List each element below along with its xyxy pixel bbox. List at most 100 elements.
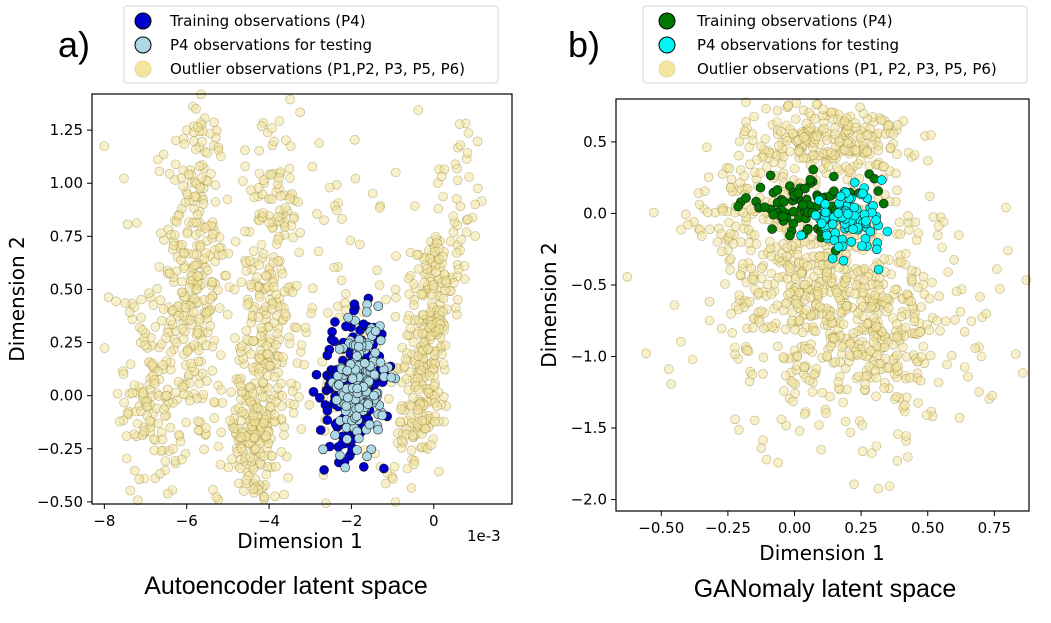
scatter-point-a-s2 <box>246 349 256 359</box>
scatter-point-a-s2 <box>401 374 412 384</box>
scatter-point-a-s2 <box>254 260 265 270</box>
scatter-point-b-s2 <box>882 120 893 131</box>
scatter-point-a-s2 <box>179 311 189 321</box>
scatter-point-b-s1 <box>871 244 882 255</box>
scatter-point-b-s2 <box>868 337 879 347</box>
scatter-point-a-s2 <box>294 247 305 258</box>
scatter-point-b-s2 <box>915 375 926 386</box>
scatter-point-a-s2 <box>181 417 191 428</box>
scatter-point-a-s2 <box>170 159 181 170</box>
scatter-point-b-s2 <box>959 326 970 337</box>
scatter-point-b-s2 <box>906 265 917 276</box>
scatter-point-b-s2 <box>712 237 723 247</box>
scatter-point-b-s2 <box>913 228 924 238</box>
scatter-point-b-s2 <box>870 290 880 301</box>
scatter-point-b-s2 <box>817 387 828 398</box>
scatter-point-a-s2 <box>160 456 171 467</box>
scatter-point-a-s2 <box>413 351 423 362</box>
scatter-point-a-s2 <box>183 169 194 180</box>
scatter-point-a-s2 <box>374 280 385 290</box>
scatter-point-a-s2 <box>235 381 246 391</box>
scatter-point-b-s2 <box>879 342 890 353</box>
scatter-point-a-s2 <box>261 340 272 351</box>
scatter-point-a-s2 <box>158 149 169 160</box>
scatter-point-a-s2 <box>202 265 213 276</box>
y-tick-label-b: −2.0 <box>571 491 607 509</box>
scatter-point-b-s2 <box>676 336 686 347</box>
scatter-point-b-s2 <box>641 348 651 359</box>
scatter-point-a-s2 <box>462 148 473 158</box>
scatter-point-a-s2 <box>372 265 382 276</box>
scatter-point-a-s2 <box>304 399 315 410</box>
scatter-point-b-s2 <box>896 311 907 322</box>
scatter-point-a-s2 <box>413 105 424 115</box>
scatter-point-a-s1 <box>352 351 362 362</box>
scatter-point-a-s2 <box>438 191 448 202</box>
scatter-point-a-s2 <box>194 378 205 389</box>
scatter-point-b-s2 <box>693 188 704 198</box>
scatter-point-b-s2 <box>663 364 674 374</box>
scatter-point-a-s2 <box>275 191 286 201</box>
scatter-point-b-s2 <box>782 243 793 253</box>
scatter-point-b-s2 <box>793 147 804 157</box>
scatter-point-b-s1 <box>820 199 831 209</box>
scatter-point-b-s2 <box>915 327 925 338</box>
scatter-point-b-s2 <box>752 155 762 165</box>
scatter-point-a-s2 <box>429 381 440 391</box>
scatter-point-a-s2 <box>140 340 150 351</box>
x-tick-label-b: 0.00 <box>778 519 811 537</box>
scatter-point-a-s1 <box>353 433 364 444</box>
scatter-point-b-s0 <box>755 182 766 193</box>
scatter-point-b-s2 <box>1017 368 1028 378</box>
scatter-point-a-s2 <box>387 473 398 484</box>
scatter-point-a-s2 <box>433 203 444 214</box>
scatter-point-a-s2 <box>380 478 391 489</box>
scatter-point-b-s2 <box>745 159 755 170</box>
scatter-point-b-s2 <box>1001 202 1011 213</box>
scatter-point-a-s1 <box>330 430 340 440</box>
scatter-point-b-s0 <box>802 224 813 235</box>
y-tick-label-a: 0.50 <box>50 280 83 298</box>
scatter-point-b-s2 <box>913 282 923 293</box>
scatter-point-a-s2 <box>317 356 328 367</box>
y-tick-label-a: −0.25 <box>37 440 83 458</box>
scatter-point-a-s2 <box>178 248 189 258</box>
scatter-point-b-s2 <box>909 150 920 160</box>
scatter-point-a-s2 <box>150 321 161 332</box>
scatter-point-b-s2 <box>787 378 798 388</box>
scatter-point-b-s2 <box>780 324 791 335</box>
scatter-point-a-s1 <box>342 365 353 376</box>
scatter-point-a-s2 <box>179 139 190 149</box>
scatter-point-b-s2 <box>745 204 756 215</box>
scatter-point-a-s2 <box>239 486 249 496</box>
scatter-point-a-s2 <box>179 389 189 400</box>
scatter-point-a-s2 <box>256 322 267 333</box>
scatter-point-a-s2 <box>202 148 213 158</box>
scatter-point-a-s2 <box>241 325 252 336</box>
scatter-point-a-s2 <box>340 289 351 299</box>
scatter-point-a-s2 <box>166 347 176 357</box>
scatter-point-b-s2 <box>821 408 831 419</box>
scatter-point-a-s2 <box>189 307 199 317</box>
scatter-point-a-s2 <box>266 170 277 180</box>
scatter-point-a-s2 <box>99 343 110 353</box>
x-tick-label-a: −8 <box>93 512 115 530</box>
scatter-point-b-s2 <box>726 308 736 319</box>
scatter-point-b-s2 <box>725 254 736 265</box>
scatter-point-a-s2 <box>389 461 400 472</box>
scatter-point-b-s2 <box>816 444 827 455</box>
scatter-point-a-s2 <box>205 294 215 304</box>
scatter-point-b-s2 <box>822 351 832 361</box>
scatter-point-b-s2 <box>742 345 752 356</box>
panel-a-autoencoder: a) −8 −6 −4 −2 0 −0.50 −0.25 0.00 0.25 0.50 0.75 1… <box>5 5 513 600</box>
scatter-point-b-s2 <box>898 342 908 353</box>
scatter-point-a-s2 <box>251 443 261 454</box>
scatter-point-a-s2 <box>235 463 245 474</box>
x-multiplier-a: 1e-3 <box>467 527 501 545</box>
scatter-point-b-s2 <box>753 287 764 298</box>
scatter-point-b-s2 <box>884 481 895 491</box>
scatter-point-a-s2 <box>236 432 246 443</box>
scatter-point-a-s2 <box>390 167 401 178</box>
scatter-point-a-s2 <box>121 453 132 464</box>
scatter-point-b-s2 <box>741 97 751 107</box>
